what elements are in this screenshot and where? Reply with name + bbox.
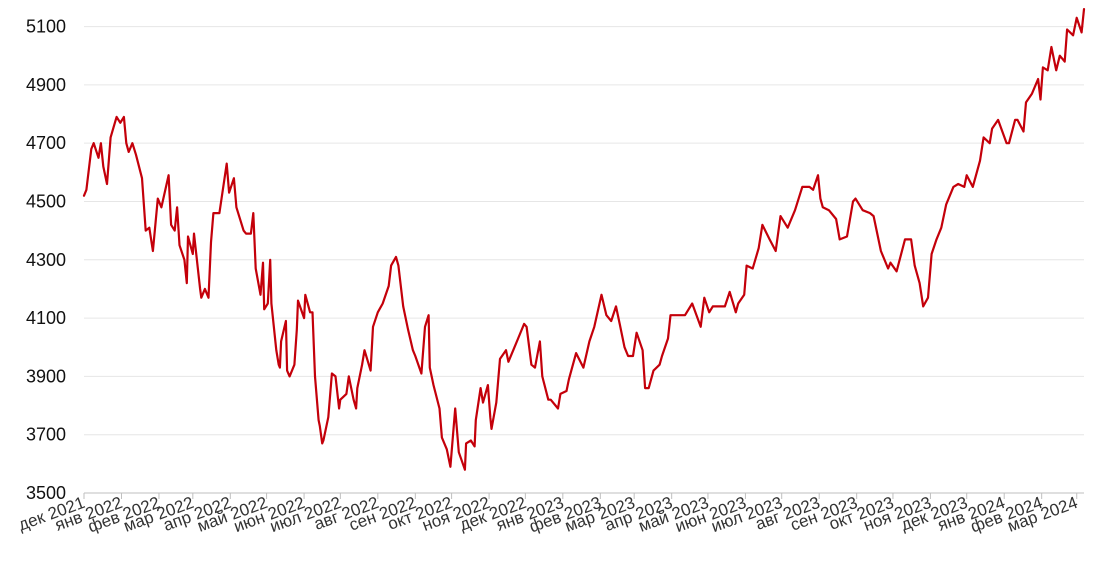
y-tick-label: 4700 — [26, 133, 66, 153]
y-tick-label: 4300 — [26, 250, 66, 270]
y-tick-label: 3500 — [26, 483, 66, 503]
y-tick-label: 3700 — [26, 425, 66, 445]
series-line — [82, 8, 1086, 471]
y-tick-label: 4100 — [26, 308, 66, 328]
gridlines — [84, 26, 1084, 436]
x-tick-label: мар 2024 — [1005, 493, 1080, 536]
y-tick-label: 3900 — [26, 366, 66, 386]
y-tick-label: 4900 — [26, 75, 66, 95]
y-tick-label: 5100 — [26, 17, 66, 37]
y-axis: 3500 3700 3900 4100 4300 4500 4700 4900 5100 — [26, 17, 66, 503]
y-tick-label: 4500 — [26, 191, 66, 211]
